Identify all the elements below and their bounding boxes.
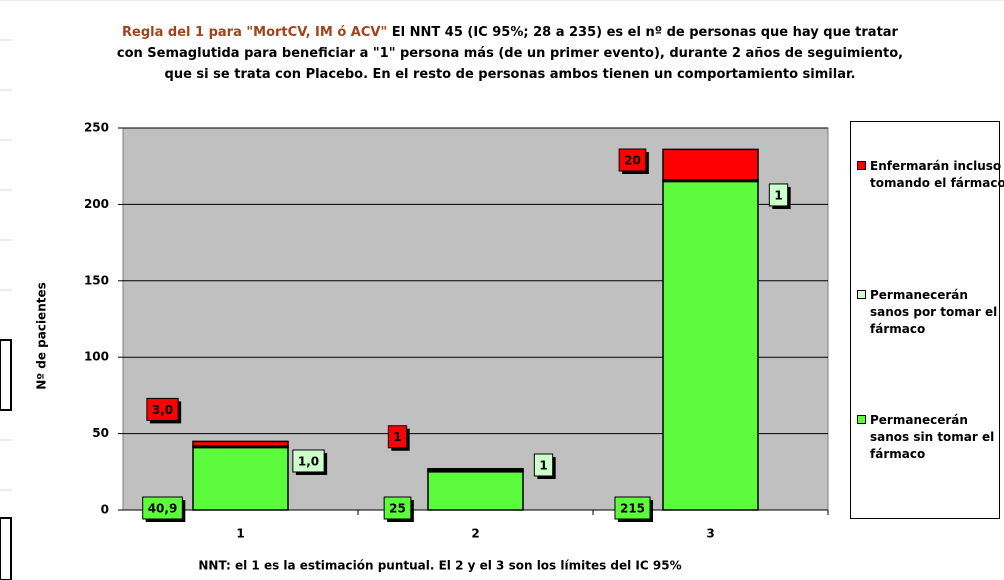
legend-entry: Permanecerán sanos por tomar el fármaco [857, 287, 1004, 338]
y-tick-label: 0 [101, 503, 109, 517]
title-text: con Semaglutida para beneficiar a "1" pe… [116, 46, 904, 61]
legend-entry: Permanecerán sanos sin tomar el fármaco [857, 412, 1004, 463]
label-box [387, 425, 408, 449]
y-tick-label: 200 [84, 197, 109, 211]
title-text: que si se trata con Placebo. En el resto… [164, 67, 856, 82]
bar-segment [192, 446, 289, 511]
legend-label: Permanecerán sanos por tomar el fármaco [870, 288, 998, 336]
data-label: 25 [383, 496, 414, 522]
legend-swatch [857, 161, 866, 170]
data-label: 1 [768, 183, 791, 209]
data-label: 1 [533, 453, 556, 479]
x-axis-label: NNT: el 1 es la estimación puntual. El 2… [198, 559, 681, 573]
data-label-text: 20 [624, 154, 641, 168]
title-highlight: Regla del 1 para "MortCV, IM ó ACV" [122, 25, 388, 40]
y-tick-label: 150 [84, 273, 109, 287]
label-box [533, 453, 554, 477]
data-label-text: 25 [389, 502, 406, 516]
legend-swatch [857, 290, 866, 299]
sheet-grid [0, 0, 1004, 491]
legend: Enfermarán incluso tomando el fármaco Per… [850, 121, 1004, 519]
x-tick-label: 1 [236, 527, 244, 541]
legend-entry: Enfermarán incluso tomando el fármaco [857, 158, 1004, 192]
title-text: El NNT 45 (IC 95%; 28 a 235) es el nº de… [391, 25, 898, 40]
bar-segment [662, 148, 759, 181]
label-box [768, 183, 789, 207]
data-label: 3,0 [146, 397, 182, 424]
label-box [146, 397, 179, 421]
data-label-text: 1 [539, 459, 547, 473]
label-box [618, 148, 647, 172]
data-label-text: 1 [774, 188, 782, 202]
label-box [142, 496, 183, 520]
cell-border [0, 517, 12, 580]
bar-segment [427, 471, 524, 511]
data-label: 1 [387, 425, 410, 451]
bar-segment [192, 440, 289, 447]
bar-segment [662, 180, 759, 511]
data-label-text: 3,0 [152, 403, 173, 417]
y-tick-label: 250 [84, 121, 109, 135]
data-label: 20 [618, 148, 649, 174]
data-label: 40,9 [142, 496, 186, 522]
y-axis-label: Nº de pacientes [35, 282, 49, 390]
data-label: 1,0 [292, 449, 328, 475]
label-box [383, 496, 412, 520]
chart-title: Regla del 1 para "MortCV, IM ó ACV" El N… [40, 22, 980, 85]
x-tick-label: 3 [706, 527, 714, 541]
data-label: 215 [614, 496, 654, 522]
title-line: que si se trata con Placebo. En el resto… [40, 64, 980, 85]
title-line: Regla del 1 para "MortCV, IM ó ACV" El N… [40, 22, 980, 43]
data-label-text: 1,0 [298, 454, 319, 468]
data-label-text: 1 [393, 430, 401, 444]
legend-label: Permanecerán sanos sin tomar el fármaco [870, 413, 995, 461]
y-tick-label: 50 [92, 426, 109, 440]
bar-segment [427, 467, 524, 472]
legend-label: Enfermarán incluso tomando el fármaco [870, 159, 1004, 190]
y-tick-label: 100 [84, 350, 109, 364]
label-box [292, 449, 325, 473]
data-label-text: 215 [620, 502, 645, 516]
data-label-text: 40,9 [148, 502, 178, 516]
cell-border [0, 339, 12, 411]
label-box [614, 496, 651, 520]
x-tick-label: 2 [471, 527, 479, 541]
title-line: con Semaglutida para beneficiar a "1" pe… [40, 43, 980, 64]
legend-swatch [857, 415, 866, 424]
